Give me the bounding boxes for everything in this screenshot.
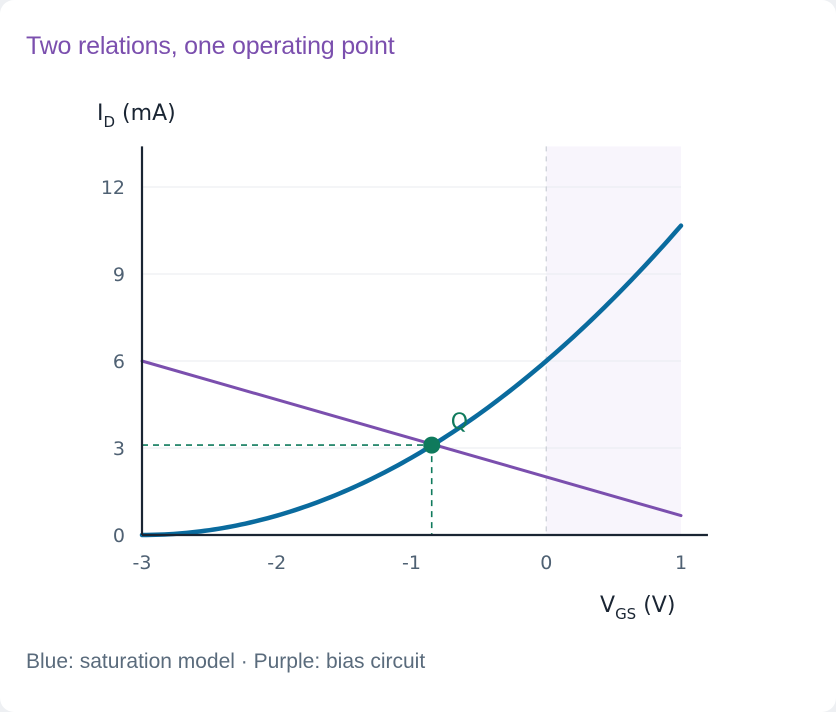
y-tick-label: 12 <box>101 177 125 199</box>
operating-point <box>423 436 441 454</box>
y-tick-label: 0 <box>113 525 125 547</box>
y-tick-label: 9 <box>113 264 125 286</box>
x-tick-label: 1 <box>675 552 687 574</box>
saturation-curve <box>139 223 684 538</box>
x-axis-title: VGS (V) <box>600 593 675 623</box>
operating-point-label: Q <box>451 410 468 435</box>
y-tick-label: 3 <box>113 438 125 460</box>
x-tick-label: -2 <box>267 552 286 574</box>
x-tick-label: -3 <box>133 552 152 574</box>
y-axis-title: ID (mA) <box>97 101 176 131</box>
x-tick-label: -1 <box>402 552 421 574</box>
bias-line <box>140 359 683 518</box>
chart-caption: Blue: saturation model · Purple: bias ci… <box>26 650 426 673</box>
y-tick-label: 6 <box>113 351 125 373</box>
chart-title: Two relations, one operating point <box>26 32 395 60</box>
x-tick-label: 0 <box>540 552 552 574</box>
